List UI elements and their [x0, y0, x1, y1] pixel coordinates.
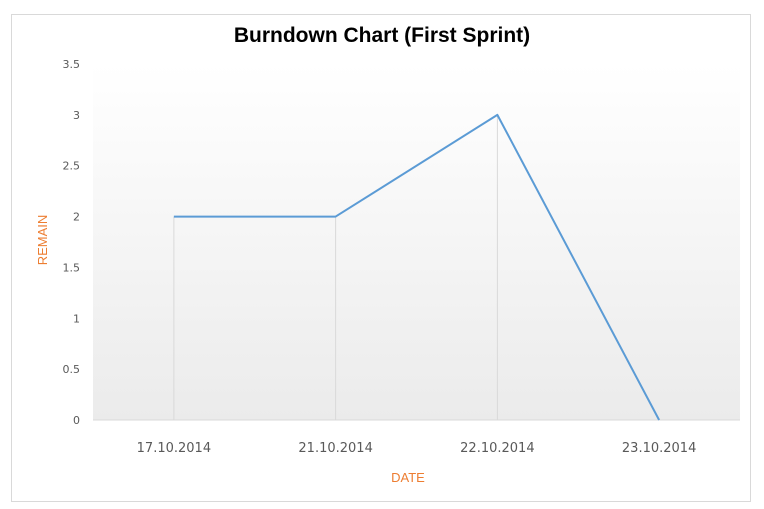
x-tick-label: 23.10.2014 — [622, 441, 696, 456]
y-tick-label: 2.5 — [63, 160, 81, 173]
y-tick-label: 0.5 — [63, 363, 81, 376]
plot-area — [93, 64, 740, 420]
y-tick-label: 2 — [73, 211, 80, 224]
series-line — [173, 113, 661, 421]
y-tick-label: 1 — [73, 312, 80, 325]
x-tick-label: 22.10.2014 — [460, 441, 534, 456]
chart-title: Burndown Chart (First Sprint) — [233, 24, 531, 47]
x-axis-title: DATE — [391, 470, 425, 485]
y-tick-label: 0 — [73, 414, 80, 427]
y-tick-label: 3.5 — [63, 58, 81, 71]
x-tick-label: 17.10.2014 — [137, 441, 211, 456]
y-axis-title: REMAIN — [35, 215, 50, 266]
x-tick-label: 21.10.2014 — [298, 441, 372, 456]
y-tick-label: 3 — [73, 109, 80, 122]
y-tick-label: 1.5 — [63, 261, 81, 274]
